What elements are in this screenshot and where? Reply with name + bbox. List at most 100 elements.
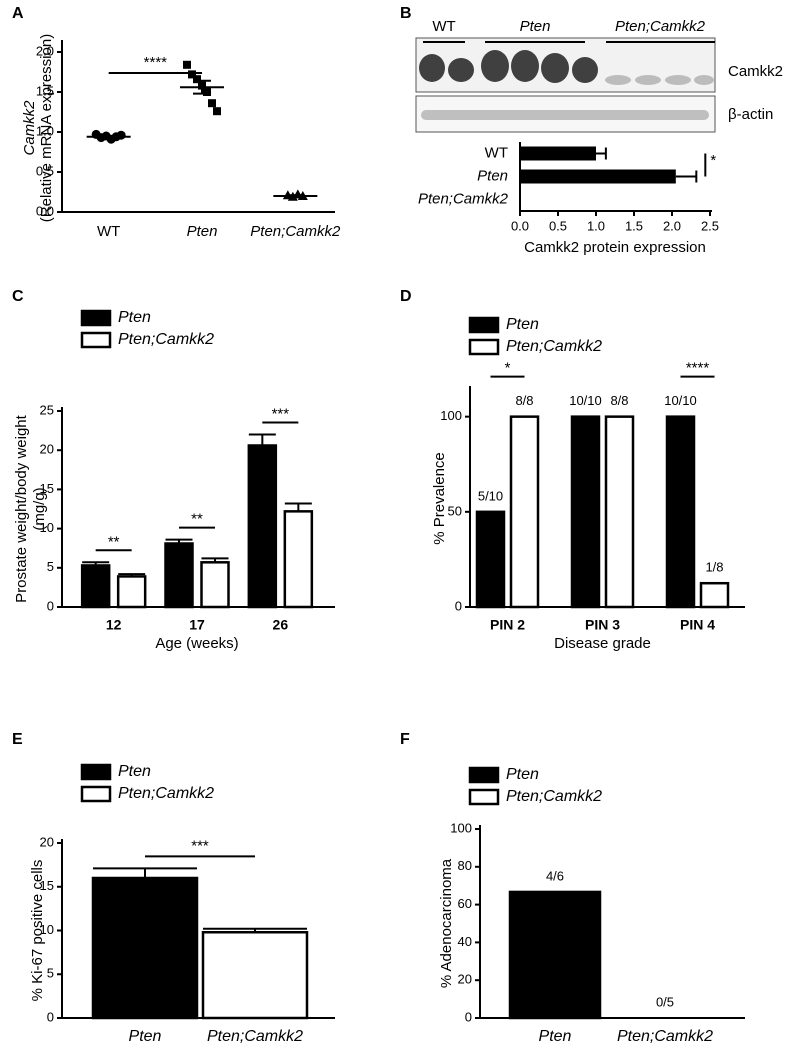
y-tick-label: 0.0	[36, 203, 54, 218]
y-tick-label: 5	[47, 966, 54, 981]
significance-label: ****	[686, 360, 710, 377]
value-label: 10/10	[664, 393, 697, 408]
value-label: 4/6	[546, 868, 564, 883]
bar	[520, 169, 676, 184]
bar	[509, 415, 540, 609]
panel-letter: C	[12, 288, 24, 305]
value-label: 0/5	[656, 994, 674, 1009]
y-axis-label: (Relative mRNA expression)	[38, 34, 55, 222]
bar	[201, 931, 309, 1020]
x-tick-label: 17	[189, 617, 205, 633]
x-tick-label: PIN 2	[490, 617, 525, 633]
bar	[116, 575, 147, 609]
y-tick-label: 0	[47, 1009, 54, 1024]
legend-swatch	[468, 788, 500, 806]
band	[694, 75, 714, 85]
y-tick-label: 0.5	[36, 163, 54, 178]
data-point	[193, 75, 201, 84]
value-label: 8/8	[515, 393, 533, 408]
bar	[164, 542, 194, 609]
y-tick-label: 50	[448, 503, 462, 518]
bar	[91, 876, 199, 1020]
x-tick-label: Pten;Camkk2	[207, 1028, 303, 1045]
significance-label: ***	[272, 405, 290, 422]
y-tick-label: 20	[40, 442, 54, 457]
y-tick-label: 10	[40, 922, 54, 937]
panel-letter: A	[12, 5, 24, 22]
y-tick-label: 0	[455, 598, 462, 613]
blot-group-label: Pten;Camkk2	[615, 18, 706, 35]
x-tick-label: 2.0	[663, 218, 681, 233]
bar	[247, 444, 278, 609]
x-tick-label: 26	[273, 617, 289, 633]
category-label: Pten	[477, 167, 508, 184]
band	[421, 110, 709, 120]
legend-swatch	[80, 785, 112, 803]
blot-band-label: β-actin	[728, 106, 773, 123]
y-tick-label: 80	[458, 858, 472, 873]
x-tick-label: 12	[106, 617, 122, 633]
bar	[604, 415, 635, 609]
x-tick-label: PIN 3	[585, 617, 620, 633]
y-axis-label: % Prevalence	[431, 452, 448, 545]
y-tick-label: 100	[450, 820, 472, 835]
legend-label: Pten	[118, 763, 151, 780]
bar	[283, 510, 314, 609]
y-tick-label: 25	[40, 402, 54, 417]
bar	[475, 510, 506, 609]
blot	[415, 37, 716, 133]
legend-swatch	[468, 338, 500, 356]
legend-label: Pten	[118, 309, 151, 326]
bar	[200, 561, 230, 609]
value-label: 8/8	[610, 393, 628, 408]
band	[572, 57, 598, 83]
bar	[665, 415, 696, 609]
legend-swatch	[468, 766, 500, 784]
value-label: 1/8	[705, 560, 723, 575]
data-point	[213, 107, 221, 116]
data-point	[183, 60, 191, 69]
y-tick-label: 10	[40, 520, 54, 535]
legend-label: Pten	[506, 316, 539, 333]
value-label: 10/10	[569, 393, 602, 408]
panel-letter: E	[12, 731, 23, 748]
y-tick-label: 15	[40, 878, 54, 893]
category-label: Pten;Camkk2	[418, 190, 509, 207]
y-tick-label: 1.5	[36, 83, 54, 98]
y-tick-label: 5	[47, 559, 54, 574]
x-tick-label: Pten	[187, 223, 218, 240]
x-axis-label: Camkk2 protein expression	[524, 239, 706, 256]
significance-label: **	[108, 533, 120, 550]
y-tick-label: 0	[47, 598, 54, 613]
x-axis-label: Age (weeks)	[155, 635, 238, 652]
bar	[520, 146, 596, 161]
band	[511, 50, 539, 82]
legend-swatch	[468, 316, 500, 334]
legend-label: Pten;Camkk2	[118, 331, 214, 348]
legend-label: Pten;Camkk2	[506, 338, 602, 355]
y-tick-label: 20	[40, 834, 54, 849]
x-tick-label: Pten	[539, 1028, 572, 1045]
y-axis-label: % Adenocarcinoma	[438, 858, 455, 988]
legend-label: Pten;Camkk2	[506, 788, 602, 805]
band	[635, 75, 661, 85]
y-axis-label: Prostate weight/body weight	[13, 414, 30, 602]
x-tick-label: PIN 4	[680, 617, 715, 633]
x-tick-label: WT	[97, 223, 120, 240]
significance-label: ***	[191, 837, 209, 854]
bar	[699, 581, 730, 609]
bar	[570, 415, 601, 609]
legend-swatch	[80, 331, 112, 349]
y-axis-label: (mg/g)	[31, 487, 48, 530]
band	[419, 54, 445, 82]
significance-label: ****	[144, 54, 168, 71]
data-point	[203, 88, 211, 96]
category-label: WT	[485, 144, 508, 161]
y-tick-label: 20	[458, 972, 472, 987]
bar	[508, 890, 602, 1020]
legend-label: Pten;Camkk2	[118, 785, 214, 802]
band	[605, 75, 631, 85]
blot-group-label: Pten	[520, 18, 551, 35]
